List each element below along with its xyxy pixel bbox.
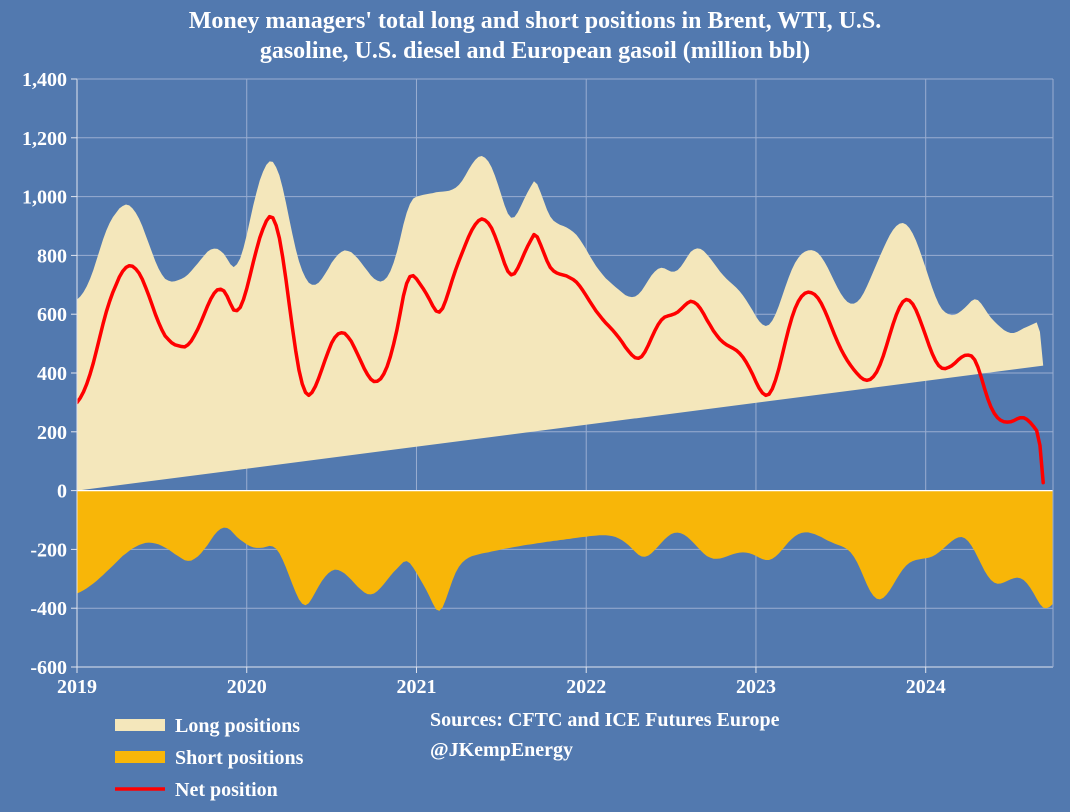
svg-text:2019: 2019 — [57, 676, 97, 698]
legend: Long positions Short positions Net positio… — [115, 715, 304, 801]
svg-text:Money managers' total long and: Money managers' total long and short pos… — [189, 8, 882, 34]
svg-text:2024: 2024 — [906, 676, 946, 698]
legend-label: Short positions — [175, 747, 304, 769]
svg-text:2022: 2022 — [566, 676, 606, 698]
svg-text:-400: -400 — [30, 598, 67, 620]
legend-label: Net position — [175, 779, 278, 801]
svg-text:1,000: 1,000 — [22, 187, 67, 209]
svg-text:2023: 2023 — [736, 676, 776, 698]
svg-text:-200: -200 — [30, 539, 67, 561]
svg-text:2020: 2020 — [227, 676, 267, 698]
svg-text:600: 600 — [37, 304, 67, 326]
svg-text:1,200: 1,200 — [22, 128, 67, 150]
svg-text:1,400: 1,400 — [22, 69, 67, 91]
legend-label: Long positions — [175, 715, 300, 737]
svg-text:Sources: CFTC and ICE Futures: Sources: CFTC and ICE Futures Europe — [430, 709, 780, 731]
chart-container: Money managers' total long and short pos… — [0, 0, 1070, 812]
svg-text:gasoline, U.S. diesel and Euro: gasoline, U.S. diesel and European gasoi… — [260, 38, 810, 64]
svg-text:200: 200 — [37, 422, 67, 444]
svg-text:2021: 2021 — [396, 676, 436, 698]
svg-text:800: 800 — [37, 245, 67, 267]
svg-text:@JKempEnergy: @JKempEnergy — [430, 739, 573, 761]
svg-text:0: 0 — [57, 481, 67, 503]
svg-text:400: 400 — [37, 363, 67, 385]
legend-swatch — [115, 751, 165, 763]
legend-swatch — [115, 719, 165, 731]
